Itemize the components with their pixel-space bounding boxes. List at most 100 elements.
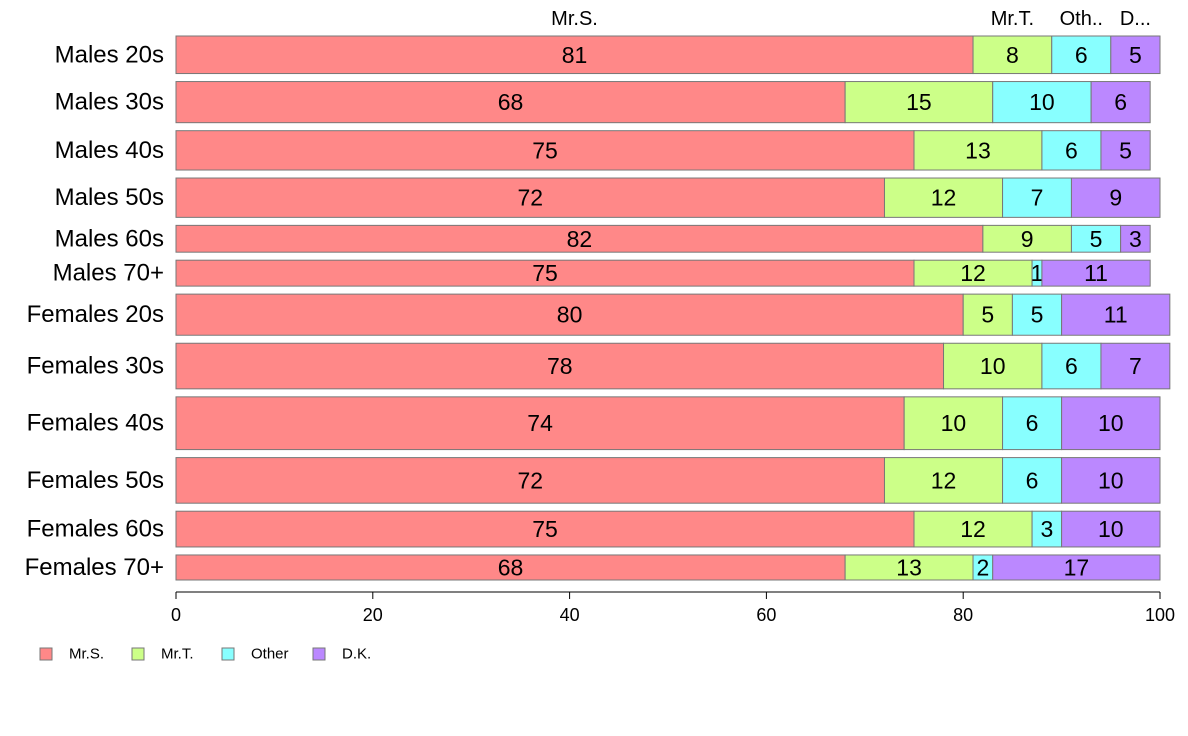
- x-tick-label: 60: [756, 605, 776, 625]
- category-labels: Males 20s Males 30s Males 40s Males 50s Male…: [25, 41, 164, 581]
- legend-swatch: [131, 647, 145, 661]
- bar-value-label: 10: [1098, 516, 1124, 542]
- bar-segment: [1061, 293, 1171, 336]
- bar-segment: [175, 81, 846, 124]
- category-label: Males 30s: [55, 89, 164, 116]
- bar-segment: [1061, 457, 1161, 504]
- bar-segment: [913, 259, 1033, 287]
- bar-segment: [1002, 457, 1063, 504]
- bar-value-label: 7: [1031, 185, 1044, 211]
- bar-segment: [1090, 81, 1151, 124]
- bar-value-label: 5: [1031, 302, 1044, 328]
- legend-label: D.K.: [342, 646, 371, 663]
- category-label: Females 50s: [27, 467, 164, 494]
- legend-label: Other: [251, 646, 289, 663]
- x-axis: 0 20 40 60 80 100: [171, 591, 1175, 625]
- bar-row: 81 8 6 5: [175, 35, 1161, 75]
- bar-row: 82 9 5 3: [175, 224, 1151, 253]
- bar-value-label: 6: [1065, 353, 1078, 379]
- top-series-label: D...: [1120, 8, 1151, 30]
- bar-value-label: 75: [532, 260, 558, 286]
- bar-value-label: 68: [498, 554, 524, 580]
- bar-row: 75 12 3 10: [175, 510, 1161, 548]
- x-tick-label: 20: [363, 605, 383, 625]
- legend-item: Other: [221, 646, 289, 663]
- bar-segment: [972, 35, 1053, 75]
- bar-value-label: 5: [1090, 226, 1103, 252]
- bar-segment: [1100, 130, 1151, 171]
- bar-value-label: 1: [1031, 260, 1044, 286]
- bar-segment: [175, 293, 964, 336]
- legend-swatch: [221, 647, 235, 661]
- legend-item: D.K.: [312, 646, 371, 663]
- bar-segment: [175, 177, 885, 218]
- bar-segment: [913, 130, 1043, 171]
- bar-segment: [1070, 224, 1122, 253]
- legend-label: Mr.S.: [69, 646, 104, 663]
- bar-value-label: 82: [567, 226, 593, 252]
- bar-value-label: 12: [931, 467, 957, 493]
- bar-segment: [1100, 342, 1171, 390]
- category-label: Females 40s: [27, 410, 164, 437]
- top-series-label: Mr.T.: [991, 8, 1034, 30]
- legend-label: Mr.T.: [161, 646, 194, 663]
- bar-segment: [943, 342, 1043, 390]
- category-label: Males 70+: [53, 260, 164, 287]
- bar-value-label: 10: [941, 410, 967, 436]
- bar-value-label: 8: [1006, 42, 1019, 68]
- bar-segment: [175, 259, 915, 287]
- bar-segment: [1061, 396, 1161, 451]
- bar-value-label: 5: [1119, 137, 1132, 163]
- bar-value-label: 2: [976, 554, 989, 580]
- category-label: Females 60s: [27, 516, 164, 543]
- bar-value-label: 12: [931, 185, 957, 211]
- bar-value-label: 6: [1075, 42, 1088, 68]
- bar-segment: [883, 457, 1004, 504]
- bar-value-label: 75: [532, 516, 558, 542]
- bar-value-label: 11: [1084, 260, 1108, 286]
- category-label: Females 20s: [27, 301, 164, 328]
- bar-row: 74 10 6 10: [175, 396, 1161, 451]
- bar-value-label: 7: [1129, 353, 1142, 379]
- bar-value-label: 74: [527, 410, 553, 436]
- category-label: Females 30s: [27, 353, 164, 380]
- bar-segment: [175, 130, 915, 171]
- bar-value-label: 10: [980, 353, 1006, 379]
- bar-value-label: 10: [1098, 467, 1124, 493]
- bar-segment: [1002, 396, 1063, 451]
- bar-segment: [992, 81, 1092, 124]
- bar-segment: [883, 177, 1004, 218]
- top-series-label: Oth..: [1060, 8, 1103, 30]
- bar-value-label: 75: [532, 137, 558, 163]
- x-tick-label: 100: [1145, 605, 1175, 625]
- legend-item: Mr.S.: [39, 646, 104, 663]
- top-series-label: Mr.S.: [551, 8, 598, 30]
- bar-value-label: 5: [981, 302, 994, 328]
- legend: Mr.S. Mr.T. Other D.K.: [39, 646, 371, 663]
- bar-value-label: 72: [517, 185, 543, 211]
- bar-segment: [1070, 177, 1161, 218]
- bar-segment: [1110, 35, 1161, 75]
- bar-value-label: 9: [1109, 185, 1122, 211]
- bar-segment: [903, 396, 1004, 451]
- bar-value-label: 6: [1026, 467, 1039, 493]
- bar-value-label: 10: [1098, 410, 1124, 436]
- bar-value-label: 11: [1104, 302, 1128, 328]
- category-label: Males 20s: [55, 41, 164, 68]
- bar-value-label: 12: [960, 260, 986, 286]
- bar-value-label: 78: [547, 353, 573, 379]
- bar-value-label: 80: [557, 302, 583, 328]
- category-label: Females 70+: [25, 554, 164, 581]
- bar-segment: [175, 554, 846, 581]
- x-tick-label: 80: [953, 605, 973, 625]
- bar-value-label: 3: [1040, 516, 1053, 542]
- bar-segment: [1041, 259, 1151, 287]
- bar-value-label: 3: [1129, 226, 1142, 252]
- bar-value-label: 6: [1026, 410, 1039, 436]
- bar-segment: [1120, 224, 1151, 253]
- bar-segment: [1011, 293, 1063, 336]
- bar-value-label: 17: [1064, 554, 1090, 580]
- bar-segment: [175, 342, 945, 390]
